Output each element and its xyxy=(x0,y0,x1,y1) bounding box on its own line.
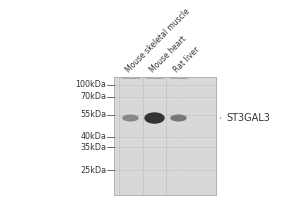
Text: 40kDa: 40kDa xyxy=(81,132,106,141)
Ellipse shape xyxy=(144,112,165,124)
Bar xyxy=(114,77,216,195)
Text: 100kDa: 100kDa xyxy=(76,80,106,89)
Text: ST3GAL3: ST3GAL3 xyxy=(220,113,270,123)
Text: Mouse heart: Mouse heart xyxy=(148,34,188,74)
Text: 70kDa: 70kDa xyxy=(80,92,106,101)
Text: 55kDa: 55kDa xyxy=(80,110,106,119)
Text: Mouse skeletal muscle: Mouse skeletal muscle xyxy=(124,6,192,74)
Text: 25kDa: 25kDa xyxy=(80,166,106,175)
Ellipse shape xyxy=(122,115,139,122)
Text: Rat liver: Rat liver xyxy=(172,45,201,74)
Ellipse shape xyxy=(170,115,187,122)
Text: 35kDa: 35kDa xyxy=(80,143,106,152)
